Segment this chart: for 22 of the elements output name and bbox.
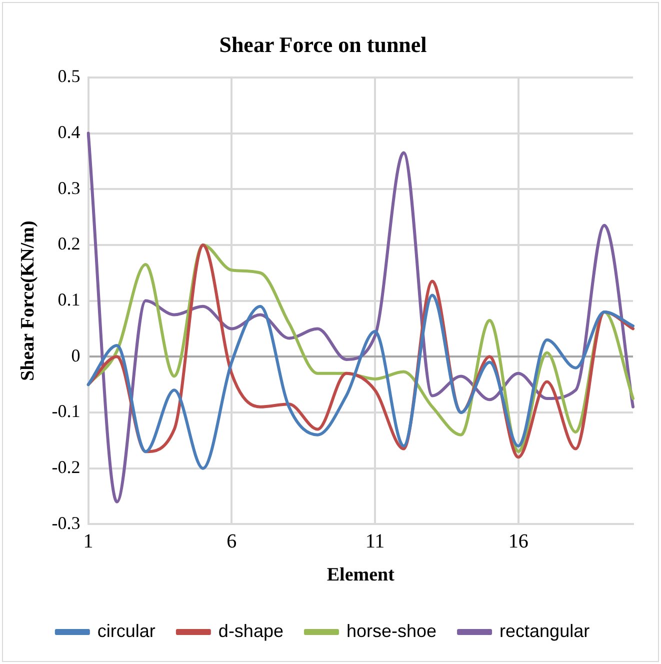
y-tick-label: -0.2 <box>52 457 80 478</box>
x-axis-title: Element <box>326 564 396 586</box>
y-tick-label: 0.3 <box>58 178 80 198</box>
line-series <box>86 294 634 470</box>
legend-label: horse-shoe <box>346 620 437 641</box>
y-tick-label: 0.4 <box>58 122 80 142</box>
x-tick-label: 16 <box>508 530 528 552</box>
y-axis-title: Shear Force(KN/m) <box>17 220 38 381</box>
y-tick-label: -0.1 <box>52 401 80 422</box>
y-tick-label: 0.2 <box>58 234 80 254</box>
legend-label: circular <box>97 620 156 641</box>
chart-title: Shear Force on tunnel <box>219 32 427 57</box>
legend-label: rectangular <box>500 620 590 641</box>
legend-label: d-shape <box>218 620 284 641</box>
y-tick-label: 0.5 <box>58 66 80 86</box>
line-series <box>86 132 634 504</box>
y-tick-label: 0.1 <box>58 290 80 310</box>
y-tick-label: -0.3 <box>52 512 80 533</box>
x-tick-label: 11 <box>365 530 385 552</box>
y-tick-label: 0 <box>71 345 80 366</box>
x-tick-label: 6 <box>226 530 237 552</box>
x-tick-label: 1 <box>83 530 94 552</box>
